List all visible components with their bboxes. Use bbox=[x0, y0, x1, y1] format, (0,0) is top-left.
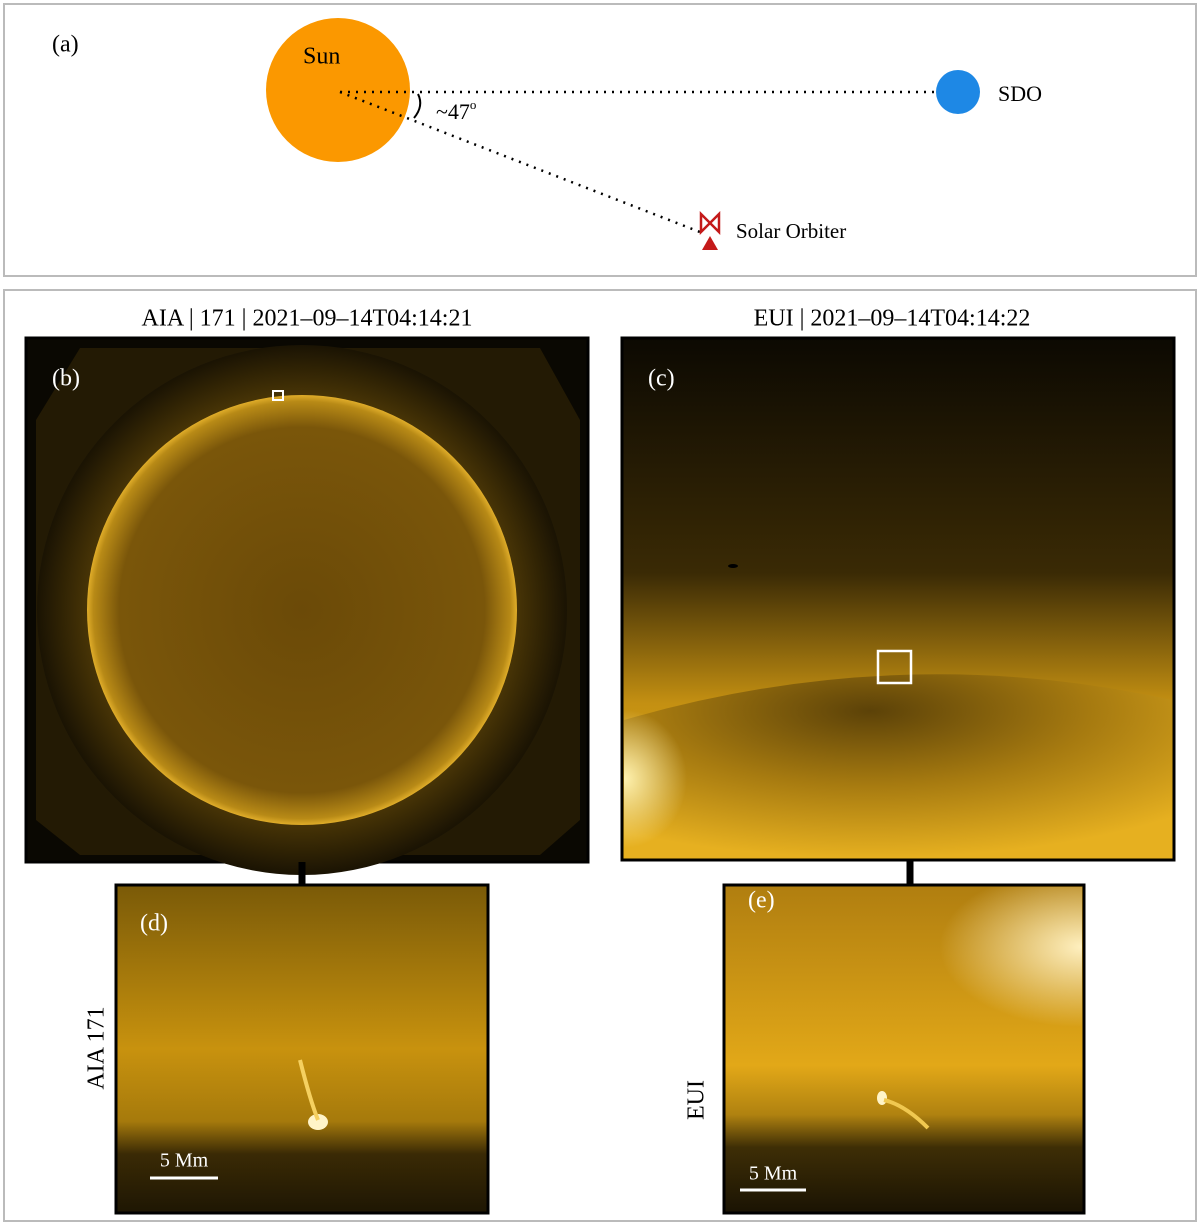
panel-title: EUI | 2021–09–14T04:14:22 bbox=[754, 306, 1031, 332]
panels-frame bbox=[3, 289, 1197, 1222]
panel-label: (a) bbox=[52, 32, 79, 58]
panel-label: (c) bbox=[648, 366, 675, 392]
panel-label: (e) bbox=[748, 888, 775, 914]
panel-title: AIA | 171 | 2021–09–14T04:14:21 bbox=[142, 306, 473, 332]
roi-box bbox=[272, 390, 284, 401]
sun-icon bbox=[266, 18, 410, 162]
sdo-label: SDO bbox=[998, 81, 1042, 106]
aia-zoom-image bbox=[114, 883, 490, 1215]
panel-a-frame bbox=[3, 3, 1197, 277]
angle-arc bbox=[413, 93, 422, 119]
roi-box bbox=[876, 649, 913, 685]
aia-zoom-brightening bbox=[308, 1114, 328, 1130]
scale-bar-label: 5 Mm bbox=[160, 1150, 209, 1172]
sdo-icon bbox=[936, 70, 980, 114]
eui-zoom-jet bbox=[883, 1098, 930, 1130]
panel-label: (d) bbox=[140, 911, 168, 937]
sun-label: Sun bbox=[303, 44, 340, 70]
solar-orbiter-label: Solar Orbiter bbox=[736, 219, 846, 243]
side-label: EUI bbox=[684, 1080, 710, 1120]
angle-superscript: o bbox=[470, 97, 477, 112]
panel-label: (b) bbox=[52, 366, 80, 392]
angle-value: ~47 bbox=[436, 99, 470, 124]
eui-zoom-brightening bbox=[877, 1091, 887, 1105]
eui-zoom-glow bbox=[726, 887, 1082, 1087]
eui-bright-region bbox=[624, 660, 804, 858]
aia-zoom-jet bbox=[298, 1059, 320, 1121]
solar-orbiter-icon bbox=[699, 210, 721, 250]
aia-disk bbox=[87, 395, 517, 825]
sun-orbiter-line bbox=[339, 90, 701, 234]
angle-label: ~47o bbox=[436, 97, 476, 124]
eui-artifact bbox=[728, 564, 738, 568]
scale-bar-label: 5 Mm bbox=[749, 1163, 798, 1185]
side-label: AIA 171 bbox=[84, 1006, 110, 1089]
